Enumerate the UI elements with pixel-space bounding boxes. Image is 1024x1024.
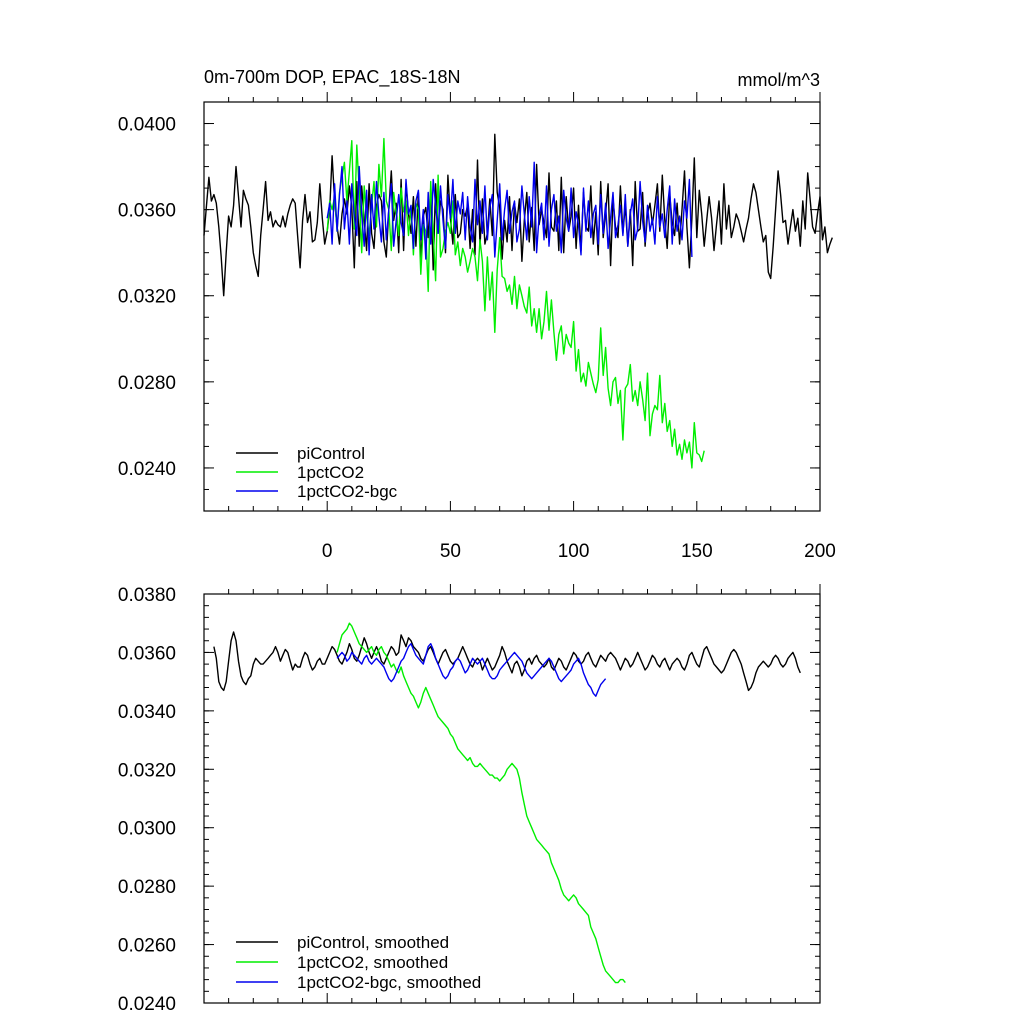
legend-label: 1pctCO2 [297,463,364,482]
units-label: mmol/m^3 [738,70,820,90]
y-tick-label: 0.0280 [118,373,176,394]
y-tick-label: 0.0260 [118,936,176,957]
x-tick-label: 50 [440,541,461,562]
y-tick-label: 0.0320 [118,287,176,308]
y-tick-label: 0.0400 [118,115,176,136]
bottom-series-group [213,622,801,984]
y-tick-label: 0.0360 [118,643,176,664]
y-tick-label: 0.0240 [118,459,176,480]
panel-title: 0m-700m DOP, EPAC_18S-18N [204,67,460,88]
y-tick-label: 0.0360 [118,201,176,222]
y-tick-label: 0.0320 [118,760,176,781]
legend-label: piControl [297,444,365,463]
bottom-plot-frame [203,593,821,1004]
x-tick-label: 0 [322,541,333,562]
legend-label: 1pctCO2-bgc, smoothed [297,973,481,992]
y-tick-label: 0.0380 [118,585,176,606]
y-tick-label: 0.0240 [118,994,176,1015]
top-plot-frame [203,101,821,512]
top-axes: 0.0240 0.0280 0.0320 0.0360 0.0400 0 50 100 150 2… [118,92,836,562]
y-tick-label: 0.0280 [118,877,176,898]
series-line-3 [336,643,607,697]
series-line-2 [326,137,705,469]
legend-label: piControl, smoothed [297,933,449,952]
x-tick-label: 150 [681,541,713,562]
top-panel: 0m-700m DOP, EPAC_18S-18N mmol/m^3 0.024… [118,67,836,562]
top-series-group [203,133,833,469]
y-tick-label: 0.0340 [118,702,176,723]
y-tick-label: 0.0300 [118,819,176,840]
series-line-3 [326,161,693,260]
x-tick-label: 200 [804,541,836,562]
series-line-2 [336,622,626,984]
series-line-1 [203,133,833,297]
legend-label: 1pctCO2-bgc [297,482,398,501]
legend-label: 1pctCO2, smoothed [297,953,448,972]
bottom-panel: 0.0240 0.0260 0.0280 0.0300 0.0320 0.0340 0.03… [118,584,821,1015]
bottom-axes: 0.0240 0.0260 0.0280 0.0300 0.0320 0.0340 0.03… [118,584,821,1015]
x-tick-label: 100 [558,541,590,562]
